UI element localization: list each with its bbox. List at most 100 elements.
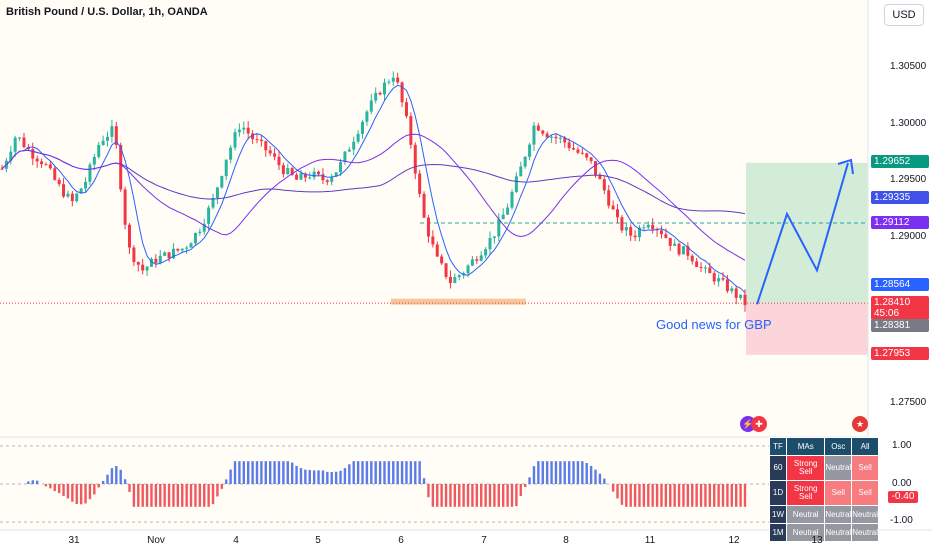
rating-cell: Sell — [851, 480, 879, 506]
candle-body — [699, 266, 703, 268]
osc-bar — [545, 461, 549, 484]
candle-body — [281, 165, 285, 175]
candle-body — [268, 150, 272, 154]
candle-body — [75, 193, 79, 202]
osc-bar — [603, 478, 606, 484]
candle-body — [79, 188, 83, 194]
candle-body — [602, 179, 606, 191]
candle-body — [48, 164, 52, 169]
candle-body — [110, 126, 114, 137]
candle-body — [541, 130, 545, 134]
prediction-arrowhead — [837, 158, 854, 175]
osc-bar — [387, 461, 391, 484]
candle-body — [703, 267, 707, 269]
osc-bar — [79, 484, 83, 505]
osc-bar — [352, 461, 355, 484]
candle-body — [127, 224, 131, 248]
candle-body — [624, 227, 628, 231]
osc-bar — [264, 461, 267, 484]
osc-bar — [75, 484, 78, 505]
ma-mid-line — [1, 133, 746, 261]
candle-body — [132, 247, 136, 263]
osc-bar — [88, 484, 92, 500]
candle-body — [308, 177, 312, 179]
candle-body — [31, 149, 35, 159]
candle-body — [659, 230, 663, 235]
osc-bar — [475, 484, 479, 507]
osc-bar — [167, 484, 171, 507]
osc-bar — [704, 484, 707, 507]
osc-bar — [563, 461, 566, 484]
candle-body — [141, 264, 145, 271]
annotation-text[interactable]: Good news for GBP — [656, 317, 772, 332]
candle-body — [9, 151, 13, 161]
us-flag-icon[interactable]: ★ — [852, 416, 868, 432]
candle-body — [475, 259, 479, 261]
currency-button[interactable]: USD — [884, 4, 924, 26]
osc-bar — [686, 484, 690, 507]
candle-body — [334, 172, 338, 177]
ma-mid-tag: 1.29112 — [871, 216, 929, 229]
osc-bar — [480, 484, 483, 507]
candle-body — [550, 136, 554, 138]
osc-bar — [422, 478, 426, 484]
osc-bar — [365, 461, 369, 484]
osc-bar — [440, 484, 443, 507]
osc-bar — [71, 484, 74, 502]
candle-body — [725, 279, 729, 292]
candle-body — [730, 288, 734, 292]
candle-body — [488, 237, 492, 250]
rating-cell: Neutral — [785, 505, 826, 524]
osc-bar — [642, 484, 646, 507]
osc-bar — [453, 484, 457, 507]
candle-body — [611, 205, 615, 210]
candle-body — [347, 149, 351, 152]
candle-body — [70, 193, 74, 202]
candle-body — [277, 156, 281, 166]
candle-body — [114, 126, 118, 145]
osc-bar — [137, 484, 140, 507]
rating-cell: Neutral — [824, 523, 853, 542]
candle-body — [721, 278, 725, 280]
candle-body — [708, 267, 712, 274]
candle-body — [18, 137, 22, 139]
candle-body — [154, 258, 158, 263]
rating-cell: Sell — [851, 455, 879, 481]
candle-body — [444, 263, 448, 277]
osc-bar — [660, 484, 663, 507]
osc-bar — [378, 461, 382, 484]
candle-body — [35, 158, 39, 162]
candle-body — [290, 168, 294, 175]
candle-body — [695, 261, 699, 267]
osc-bar — [462, 484, 465, 507]
osc-bar — [273, 461, 276, 484]
osc-bar — [400, 461, 404, 484]
candle-body — [330, 176, 334, 182]
candle-body — [514, 176, 518, 192]
osc-bar — [194, 484, 197, 507]
candle-body — [734, 288, 738, 298]
candle-body — [580, 152, 584, 154]
osc-bar — [647, 484, 650, 507]
osc-bar — [150, 484, 153, 507]
candle-body — [97, 144, 101, 157]
candle-body — [457, 275, 461, 278]
rating-header: Osc — [824, 437, 853, 456]
osc-bar — [576, 461, 580, 484]
osc-bar — [370, 461, 373, 484]
uk-flag-icon[interactable]: ✚ — [751, 416, 767, 432]
osc-bar — [638, 484, 641, 507]
osc-bar — [497, 484, 500, 507]
candle-body — [642, 227, 646, 229]
osc-bar — [589, 465, 593, 484]
rating-header: All — [851, 437, 879, 456]
osc-bar — [501, 484, 505, 507]
osc-bar — [255, 461, 259, 484]
osc-bar — [673, 484, 676, 507]
candle-body — [92, 156, 96, 165]
osc-bar — [35, 480, 39, 484]
candle-body — [145, 266, 149, 271]
osc-bar — [260, 461, 263, 484]
